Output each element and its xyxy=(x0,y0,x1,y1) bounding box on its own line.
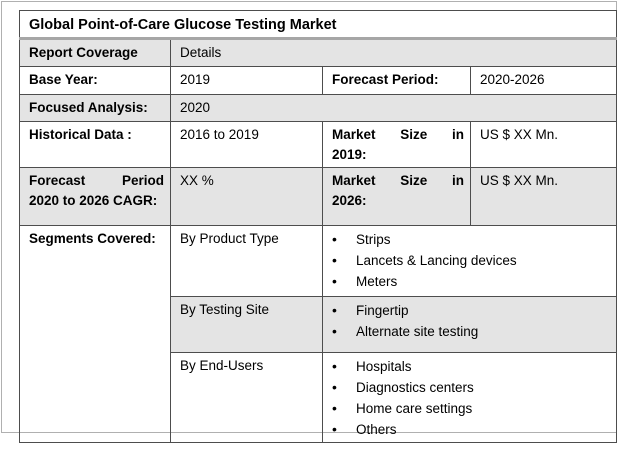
forecast-cagr-label-line2: 2020 to 2026 CAGR: xyxy=(29,193,158,208)
forecast-period-value: 2020-2026 xyxy=(470,66,617,95)
forecast-cagr-label-line1: Forecast Period xyxy=(29,173,164,188)
segment-group-testing-site: By Testing Site xyxy=(170,296,323,353)
bullet-icon xyxy=(332,271,356,292)
historical-data-label: Historical Data : xyxy=(19,121,171,168)
list-item: Home care settings xyxy=(332,398,610,419)
list-item: Others xyxy=(332,419,610,440)
market-report-table: Global Point-of-Care Glucose Testing Mar… xyxy=(19,10,617,443)
segment-item-label: Meters xyxy=(356,274,398,289)
market-size-2019-label-line1: Market Size in xyxy=(332,127,464,142)
report-coverage-value: Details xyxy=(170,38,617,67)
segment-item-label: Others xyxy=(356,422,397,437)
segment-group-product-type: By Product Type xyxy=(170,225,323,297)
market-size-2026-value: US $ XX Mn. xyxy=(470,167,617,226)
market-size-2026-label-line1: Market Size in xyxy=(332,173,464,188)
segments-product-type-row: Segments Covered: By Product Type Strips… xyxy=(19,225,617,443)
bullet-icon xyxy=(332,377,356,398)
forecast-cagr-label: Forecast Period 2020 to 2026 CAGR: xyxy=(19,167,171,226)
segment-item-label: Lancets & Lancing devices xyxy=(356,253,517,268)
focused-analysis-value: 2020 xyxy=(170,94,617,122)
segment-items-end-users: Hospitals Diagnostics centers Home care … xyxy=(322,352,617,443)
segment-item-label: Hospitals xyxy=(356,359,412,374)
focused-analysis-row: Focused Analysis: 2020 xyxy=(19,94,617,122)
segment-items-testing-site: Fingertip Alternate site testing xyxy=(322,296,617,353)
list-item: Lancets & Lancing devices xyxy=(332,250,610,271)
forecast-cagr-row: Forecast Period 2020 to 2026 CAGR: XX % … xyxy=(19,167,617,226)
bullet-icon xyxy=(332,419,356,440)
table-title-row: Global Point-of-Care Glucose Testing Mar… xyxy=(19,10,617,40)
list-item: Fingertip xyxy=(332,300,610,321)
base-year-label: Base Year: xyxy=(19,66,171,95)
list-item: Alternate site testing xyxy=(332,321,610,342)
list-item: Diagnostics centers xyxy=(332,377,610,398)
historical-data-row: Historical Data : 2016 to 2019 Market Si… xyxy=(19,121,617,168)
focused-analysis-label: Focused Analysis: xyxy=(19,94,171,122)
report-coverage-label: Report Coverage xyxy=(19,38,171,67)
segment-item-label: Home care settings xyxy=(356,401,473,416)
base-year-row: Base Year: 2019 Forecast Period: 2020-20… xyxy=(19,66,617,95)
bullet-icon xyxy=(332,229,356,250)
forecast-period-label: Forecast Period: xyxy=(322,66,471,95)
segments-end-users-row: By End-Users Hospitals Diagnostics cente… xyxy=(20,352,617,443)
list-item: Meters xyxy=(332,271,610,292)
bullet-icon xyxy=(332,356,356,377)
report-coverage-row: Report Coverage Details xyxy=(19,38,617,67)
segment-item-label: Fingertip xyxy=(356,303,409,318)
table-title: Global Point-of-Care Glucose Testing Mar… xyxy=(19,10,617,40)
segment-item-label: Alternate site testing xyxy=(356,324,479,339)
market-size-2026-label: Market Size in 2026: xyxy=(322,167,471,226)
list-item: Hospitals xyxy=(332,356,610,377)
base-year-value: 2019 xyxy=(170,66,323,95)
segment-items-product-type: Strips Lancets & Lancing devices Meters xyxy=(322,225,617,297)
segment-item-label: Diagnostics centers xyxy=(356,380,474,395)
market-size-2019-label: Market Size in 2019: xyxy=(322,121,471,168)
list-item: Strips xyxy=(332,229,610,250)
market-size-2019-value: US $ XX Mn. xyxy=(470,121,617,168)
segment-item-label: Strips xyxy=(356,232,391,247)
bullet-icon xyxy=(332,321,356,342)
segment-group-end-users: By End-Users xyxy=(170,352,323,443)
bullet-icon xyxy=(332,398,356,419)
market-size-2026-label-line2: 2026: xyxy=(332,193,367,208)
forecast-cagr-value: XX % xyxy=(170,167,323,226)
bullet-icon xyxy=(332,250,356,271)
historical-data-value: 2016 to 2019 xyxy=(170,121,323,168)
market-size-2019-label-line2: 2019: xyxy=(332,147,367,162)
bullet-icon xyxy=(332,300,356,321)
segments-covered-label: Segments Covered: xyxy=(19,225,171,443)
